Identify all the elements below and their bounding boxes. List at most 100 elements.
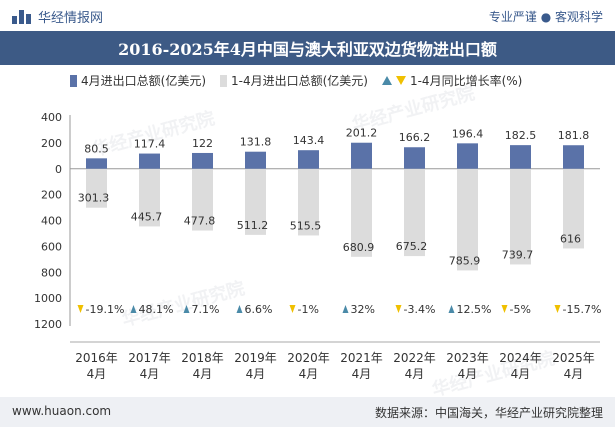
chart-title: 2016-2025年4月中国与澳大利亚双边货物进出口额 bbox=[0, 31, 615, 65]
y-tick-label: 200 bbox=[41, 137, 62, 150]
tagline: 专业严谨 ● 客观科学 bbox=[488, 10, 603, 24]
growth-down-marker bbox=[77, 305, 84, 313]
data-label-cumulative: 675.2 bbox=[396, 240, 428, 253]
data-label-cumulative: 477.8 bbox=[184, 215, 216, 228]
brand: 华经情报网 bbox=[12, 7, 103, 26]
x-tick-label: 4月 bbox=[352, 367, 372, 381]
legend: 4月进出口总额(亿美元) 1-4月进出口总额(亿美元) 1-4月同比增长率(%) bbox=[70, 72, 522, 89]
x-tick-label: 4月 bbox=[405, 367, 425, 381]
legend-label-cumulative: 1-4月进出口总额(亿美元) bbox=[231, 74, 368, 88]
bar-monthly bbox=[563, 145, 584, 169]
y-tick-label: 600 bbox=[41, 240, 62, 253]
x-tick-label: 4月 bbox=[564, 367, 584, 381]
y-tick-label: 0 bbox=[55, 163, 62, 176]
x-tick-label: 2016年 bbox=[75, 351, 118, 365]
y-tick-label: 200 bbox=[41, 189, 62, 202]
data-label-cumulative: 785.9 bbox=[449, 254, 481, 267]
growth-up-marker bbox=[130, 305, 137, 313]
top-bar: 华经情报网 专业严谨 ● 客观科学 bbox=[0, 0, 615, 30]
x-tick-label: 2023年 bbox=[446, 351, 489, 365]
legend-swatch-monthly bbox=[70, 74, 77, 87]
growth-label: 32% bbox=[351, 303, 375, 316]
growth-label: 6.6% bbox=[245, 303, 273, 316]
growth-label: -3.4% bbox=[404, 303, 436, 316]
growth-down-marker bbox=[501, 305, 508, 313]
bar-monthly bbox=[404, 147, 425, 169]
data-label-monthly: 117.4 bbox=[134, 138, 166, 151]
data-label-cumulative: 739.7 bbox=[502, 248, 534, 261]
data-label-cumulative: 301.3 bbox=[78, 192, 110, 205]
bar-monthly bbox=[86, 158, 107, 169]
bar-cumulative bbox=[351, 168, 372, 257]
y-tick-label: 800 bbox=[41, 266, 62, 279]
footer-source: 数据来源：中国海关，华经产业研究院整理 bbox=[374, 406, 603, 420]
legend-label-monthly: 4月进出口总额(亿美元) bbox=[81, 74, 206, 88]
x-tick-label: 2020年 bbox=[287, 351, 330, 365]
x-tick-label: 2018年 bbox=[181, 351, 224, 365]
x-tick-label: 4月 bbox=[140, 367, 160, 381]
legend-swatch-cumulative bbox=[220, 74, 227, 87]
growth-label: -1% bbox=[298, 303, 319, 316]
x-tick-label: 4月 bbox=[246, 367, 266, 381]
data-label-monthly: 143.4 bbox=[293, 134, 325, 147]
x-tick-label: 4月 bbox=[511, 367, 531, 381]
bar-monthly bbox=[139, 153, 160, 169]
legend-up-triangle-icon bbox=[381, 76, 392, 85]
data-label-monthly: 181.8 bbox=[558, 129, 590, 142]
x-tick-label: 4月 bbox=[87, 367, 107, 381]
bar-cumulative bbox=[192, 168, 213, 231]
legend-down-triangle-icon bbox=[395, 76, 406, 85]
data-label-cumulative: 616 bbox=[560, 232, 581, 245]
growth-up-marker bbox=[236, 305, 243, 313]
bar-cumulative bbox=[404, 168, 425, 257]
legend-label-growth: 1-4月同比增长率(%) bbox=[409, 74, 523, 88]
brand-logo-icon bbox=[12, 9, 32, 24]
data-label-monthly: 196.4 bbox=[452, 127, 484, 140]
growth-label: -15.7% bbox=[563, 303, 602, 316]
x-tick-label: 4月 bbox=[299, 367, 319, 381]
brand-name: 华经情报网 bbox=[38, 11, 104, 26]
growth-label: -19.1% bbox=[86, 303, 125, 316]
footer-site: www.huaon.com bbox=[12, 404, 112, 418]
x-tick-label: 2022年 bbox=[393, 351, 436, 365]
data-label-cumulative: 680.9 bbox=[343, 241, 375, 254]
data-label-cumulative: 515.5 bbox=[290, 219, 322, 232]
growth-down-marker bbox=[289, 305, 296, 313]
bar-monthly bbox=[351, 142, 372, 169]
chart-area: 400 200 0 200 400 600 800 1000 1200 80.5 301.3 -19.… bbox=[34, 111, 602, 381]
bar-cumulative bbox=[457, 168, 478, 271]
data-label-monthly: 122 bbox=[192, 137, 213, 150]
legend-item-monthly: 4月进出口总额(亿美元) bbox=[70, 72, 206, 89]
x-tick-label: 2019年 bbox=[234, 351, 277, 365]
bar-monthly bbox=[298, 150, 319, 169]
growth-down-marker bbox=[395, 305, 402, 313]
x-tick-label: 2017年 bbox=[128, 351, 171, 365]
bar-cumulative bbox=[86, 168, 107, 208]
data-label-cumulative: 445.7 bbox=[131, 210, 163, 223]
x-tick-label: 4月 bbox=[458, 367, 478, 381]
data-label-monthly: 80.5 bbox=[84, 142, 109, 155]
data-label-monthly: 166.2 bbox=[399, 131, 431, 144]
bar-cumulative bbox=[139, 168, 160, 227]
growth-label: 48.1% bbox=[139, 303, 174, 316]
y-tick-label: 400 bbox=[41, 215, 62, 228]
data-label-monthly: 182.5 bbox=[505, 129, 537, 142]
y-tick-label: 400 bbox=[41, 111, 62, 124]
footer: www.huaon.com 数据来源：中国海关，华经产业研究院整理 bbox=[0, 397, 615, 427]
legend-item-growth: 1-4月同比增长率(%) bbox=[381, 72, 523, 89]
x-tick-label: 2021年 bbox=[340, 351, 383, 365]
growth-label: 7.1% bbox=[192, 303, 220, 316]
bar-cumulative bbox=[298, 168, 319, 236]
growth-down-marker bbox=[554, 305, 561, 313]
bar-cumulative bbox=[563, 168, 584, 249]
x-tick-label: 2024年 bbox=[499, 351, 542, 365]
growth-up-marker bbox=[342, 305, 349, 313]
growth-up-marker bbox=[448, 305, 455, 313]
bar-monthly bbox=[457, 143, 478, 169]
bar-monthly bbox=[245, 151, 266, 169]
x-tick-label: 2025年 bbox=[552, 351, 595, 365]
data-label-monthly: 131.8 bbox=[240, 136, 272, 149]
legend-item-cumulative: 1-4月进出口总额(亿美元) bbox=[220, 72, 368, 89]
y-tick-label: 1000 bbox=[34, 292, 62, 305]
bar-cumulative bbox=[245, 168, 266, 235]
